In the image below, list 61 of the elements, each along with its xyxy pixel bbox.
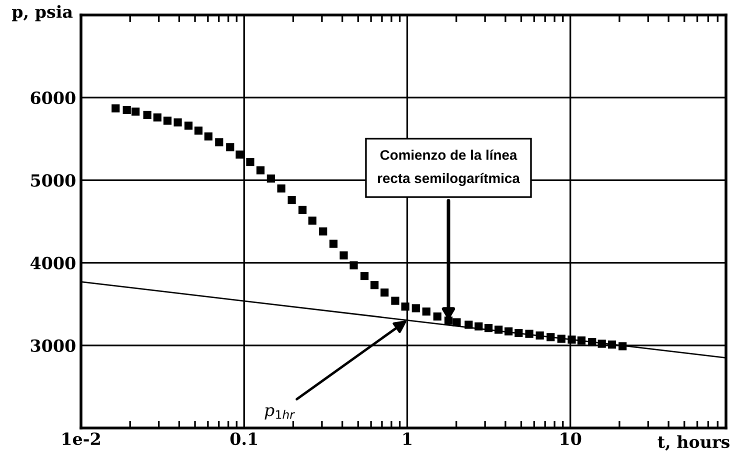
point	[266, 174, 275, 183]
point	[514, 328, 523, 338]
point	[494, 326, 503, 334]
point	[204, 132, 212, 140]
point	[525, 330, 534, 338]
point	[546, 333, 555, 342]
y-tick-label: 6000	[30, 92, 76, 104]
x-tick-label: 1e-2	[62, 432, 100, 446]
point	[568, 336, 576, 344]
point	[132, 108, 140, 116]
point	[215, 138, 224, 146]
point	[452, 318, 461, 326]
point	[557, 334, 566, 343]
point	[184, 122, 193, 130]
point	[391, 296, 400, 305]
point	[598, 340, 606, 348]
point	[174, 118, 182, 126]
y-axis-title: p, psia	[12, 5, 73, 22]
y-tick-label: 3000	[30, 339, 76, 352]
point	[163, 116, 172, 125]
point	[319, 227, 328, 236]
point	[422, 307, 430, 316]
point	[360, 272, 369, 280]
x-tick-label: 0.1	[230, 432, 257, 446]
point	[464, 320, 473, 329]
point	[340, 251, 348, 260]
point	[504, 327, 513, 336]
point	[143, 110, 152, 119]
point	[122, 106, 131, 114]
point	[277, 184, 286, 193]
point	[536, 331, 544, 340]
point	[608, 340, 616, 349]
point	[433, 312, 442, 321]
x-tick-label: 1	[403, 432, 412, 445]
point	[588, 338, 596, 346]
annotation: p$_{1hr}$	[264, 407, 295, 420]
point	[329, 240, 338, 248]
point	[194, 126, 203, 135]
point	[288, 196, 296, 204]
point	[256, 166, 265, 174]
point	[401, 302, 410, 311]
point	[236, 150, 244, 159]
annotation: Comienzo de la línea recta semilogarítmica	[378, 150, 520, 186]
x-axis-title: t, hours	[658, 435, 730, 451]
point	[370, 281, 379, 290]
point	[484, 324, 493, 332]
y-tick-label: 5000	[31, 174, 76, 187]
point	[298, 206, 307, 214]
point	[112, 104, 120, 112]
point	[474, 322, 483, 330]
x-tick-label: 10	[560, 432, 582, 446]
point	[350, 261, 358, 270]
point	[412, 304, 420, 312]
point	[246, 158, 254, 166]
point	[618, 342, 627, 350]
y-tick-label: 4000	[30, 256, 76, 270]
point	[153, 113, 162, 122]
point	[577, 336, 586, 344]
point	[380, 288, 389, 297]
point	[226, 143, 234, 152]
point	[308, 216, 316, 225]
